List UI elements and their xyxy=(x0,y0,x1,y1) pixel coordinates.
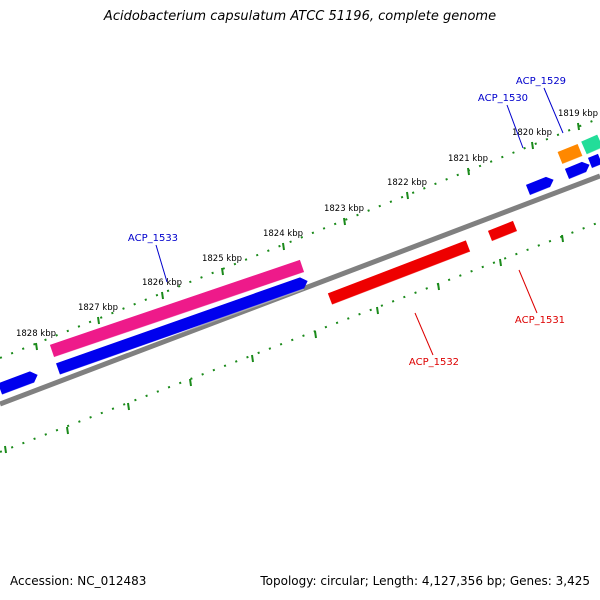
ruler-tick-label: 1822 kbp xyxy=(387,178,427,188)
gene-acp-1533-blue-shade xyxy=(59,288,305,376)
gene-acp-1530-blue xyxy=(525,176,554,196)
ruler-tick-label: 1824 kbp xyxy=(263,229,303,239)
ruler-tick xyxy=(343,217,346,226)
gene-blue-right-1 xyxy=(564,161,590,180)
ruler-tick xyxy=(577,122,580,131)
ruler-tick-label: 1819 kbp xyxy=(558,109,598,119)
inner-ruler-tick xyxy=(66,426,69,435)
ruler-tick xyxy=(467,167,470,176)
gene-label-acp-1530: ACP_1530 xyxy=(478,93,528,104)
gene-label-acp-1529: ACP_1529 xyxy=(516,76,566,87)
gene-label-acp-1532: ACP_1532 xyxy=(409,357,459,368)
inner-ruler-tick xyxy=(376,306,379,315)
ruler-tick-label: 1820 kbp xyxy=(512,128,552,138)
gene-blue-right-2-shade xyxy=(591,164,600,170)
gene-left-blue-shade xyxy=(1,382,35,396)
accession-text: Accession: NC_012483 xyxy=(10,574,147,588)
gene-label-leader xyxy=(506,104,524,149)
gene-acp-1532-shade xyxy=(331,251,471,306)
genome-summary-text: Topology: circular; Length: 4,127,356 bp… xyxy=(260,574,590,588)
inner-ruler-tick xyxy=(127,402,130,411)
gene-acp-1531-shade xyxy=(491,230,518,243)
gene-label-leader xyxy=(414,312,434,356)
gene-label-leader xyxy=(155,244,168,283)
gene-acp-1531 xyxy=(487,220,518,242)
inner-ruler-tick xyxy=(189,378,192,387)
ruler-tick xyxy=(35,342,38,351)
gene-acp-1533-pink xyxy=(49,259,305,358)
ruler-tick xyxy=(406,191,409,200)
inner-ruler-tick xyxy=(4,445,7,454)
gene-labels: ACP_1529 ACP_1530 ACP_1533 ACP_1531 ACP_1532 xyxy=(128,76,566,368)
ruler-tick-label: 1827 kbp xyxy=(78,303,118,313)
ruler-tick-label: 1828 kbp xyxy=(16,329,56,339)
inner-ruler-tick xyxy=(437,282,440,291)
gene-acp-1530-orange xyxy=(557,143,583,165)
gene-label-leader xyxy=(543,87,564,134)
map-title: Acidobacterium capsulatum ATCC 51196, co… xyxy=(103,9,497,24)
gene-features xyxy=(0,134,600,396)
inner-ruler-tick xyxy=(314,330,317,339)
inner-ruler-tick xyxy=(499,258,502,267)
gene-acp-1533-blue xyxy=(56,277,308,375)
ruler-tick-label: 1826 kbp xyxy=(142,278,182,288)
gene-acp-1530-orange-shade xyxy=(561,155,583,166)
gene-acp-1533-pink-shade xyxy=(53,271,305,359)
ruler-tick xyxy=(221,267,224,276)
gene-label-leader xyxy=(518,269,538,314)
ruler-tick-label: 1821 kbp xyxy=(448,154,488,164)
inner-ruler-tick xyxy=(561,234,564,243)
gene-blue-right-1-shade xyxy=(568,171,587,181)
ruler-tick xyxy=(531,141,534,150)
gene-label-acp-1533: ACP_1533 xyxy=(128,233,178,244)
ruler-tick xyxy=(282,242,285,251)
ruler-ticks: 1819 kbp 1820 kbp 1821 kbp 1822 kbp 1823 kbp… xyxy=(4,109,598,454)
gene-acp-1529-green xyxy=(581,134,600,155)
gene-label-acp-1531: ACP_1531 xyxy=(515,315,565,326)
ruler-tick xyxy=(161,291,164,300)
ruler-tick xyxy=(97,316,100,325)
inner-ruler-tick xyxy=(251,354,254,363)
ruler-tick-label: 1825 kbp xyxy=(202,254,242,264)
gene-blue-right-2 xyxy=(587,153,600,169)
ruler-tick-label: 1823 kbp xyxy=(324,204,364,214)
gene-acp-1532 xyxy=(327,240,471,305)
gene-acp-1530-blue-shade xyxy=(529,186,551,197)
gene-left-blue xyxy=(0,371,38,395)
